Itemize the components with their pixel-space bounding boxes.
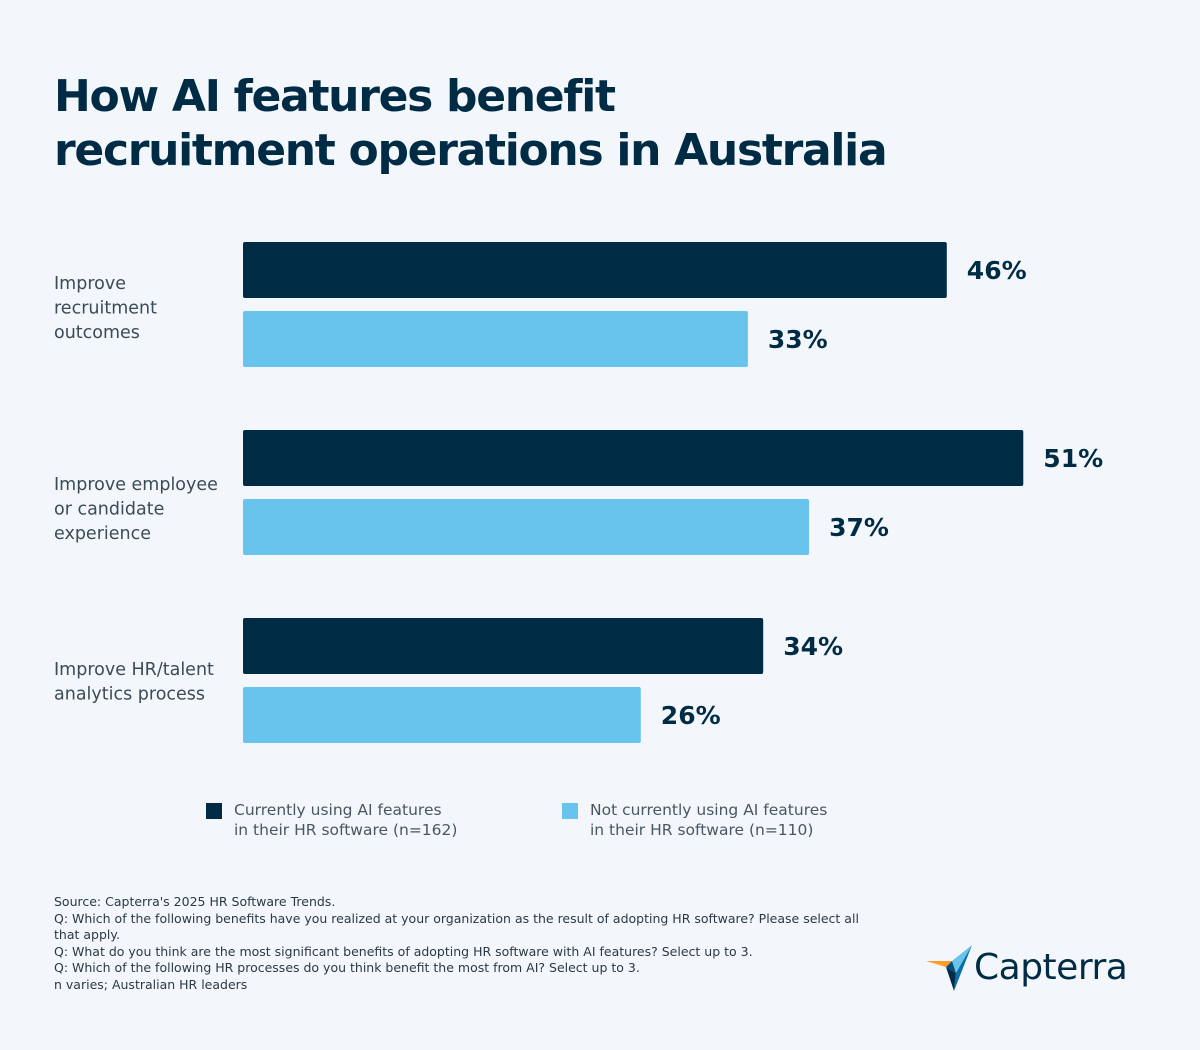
legend-swatch-current xyxy=(206,803,222,819)
category-label-line: experience xyxy=(54,524,151,544)
category-label-line: analytics process xyxy=(54,685,205,705)
category-label-line: Improve HR/talent xyxy=(54,660,214,680)
legend: Currently using AI features in their HR … xyxy=(0,800,1200,850)
data-label: 33% xyxy=(768,325,828,354)
category-label-line: or candidate xyxy=(54,500,164,520)
sample-note: n varies; Australian HR leaders xyxy=(54,976,248,992)
legend-label-not-current: Not currently using AI features in their… xyxy=(590,800,850,840)
bar-not-current xyxy=(243,687,641,743)
bar-current xyxy=(243,430,1024,486)
bar-not-current xyxy=(243,311,748,367)
legend-label-not-current-line-1: Not currently using AI features xyxy=(590,801,828,819)
bar-current xyxy=(243,242,947,298)
question-line-1-cont: that apply. xyxy=(54,927,120,942)
source-notes: Source: Capterra's 2025 HR Software Tren… xyxy=(54,894,894,993)
source-line: Source: Capterra's 2025 HR Software Tren… xyxy=(54,894,336,909)
chart-title-line-2: recruitment operations in Australia xyxy=(54,125,888,176)
category-label-line: outcomes xyxy=(54,323,140,343)
legend-label-current-line-1: Currently using AI features xyxy=(234,801,442,819)
capterra-logo: Capterra xyxy=(926,943,1156,993)
bar-not-current xyxy=(243,499,810,555)
legend-label-current-line-2: in their HR software (n=162) xyxy=(234,821,458,839)
data-label: 46% xyxy=(967,256,1027,285)
category-label: Improve recruitment outcomes xyxy=(54,274,157,343)
category-label-line: Improve employee xyxy=(54,475,218,495)
legend-label-current: Currently using AI features in their HR … xyxy=(234,800,494,840)
chart-title: How AI features benefit recruitment oper… xyxy=(54,70,954,178)
data-label: 51% xyxy=(1043,444,1103,473)
data-label: 26% xyxy=(661,701,721,730)
bar-current xyxy=(243,618,764,674)
data-label: 34% xyxy=(783,632,843,661)
category-label: Improve HR/talent analytics process xyxy=(54,660,214,705)
question-line-1: Q: Which of the following benefits have … xyxy=(54,910,859,926)
category-label: Improve employee or candidate experience xyxy=(54,475,218,544)
capterra-arrow-icon xyxy=(926,945,972,991)
category-label-line: recruitment xyxy=(54,299,157,319)
bar-chart: Improve recruitment outcomes 46% 33% Improve … xyxy=(54,242,1103,743)
question-line-2: Q: What do you think are the most signif… xyxy=(54,943,753,959)
question-line-3: Q: Which of the following HR processes d… xyxy=(54,960,640,975)
capterra-wordmark: Capterra xyxy=(974,947,1128,988)
category-label-line: Improve xyxy=(54,274,126,294)
data-label: 37% xyxy=(829,513,889,542)
chart-title-line-1: How AI features benefit xyxy=(54,71,616,122)
legend-label-not-current-line-2: in their HR software (n=110) xyxy=(590,821,814,839)
legend-swatch-not-current xyxy=(562,803,578,819)
